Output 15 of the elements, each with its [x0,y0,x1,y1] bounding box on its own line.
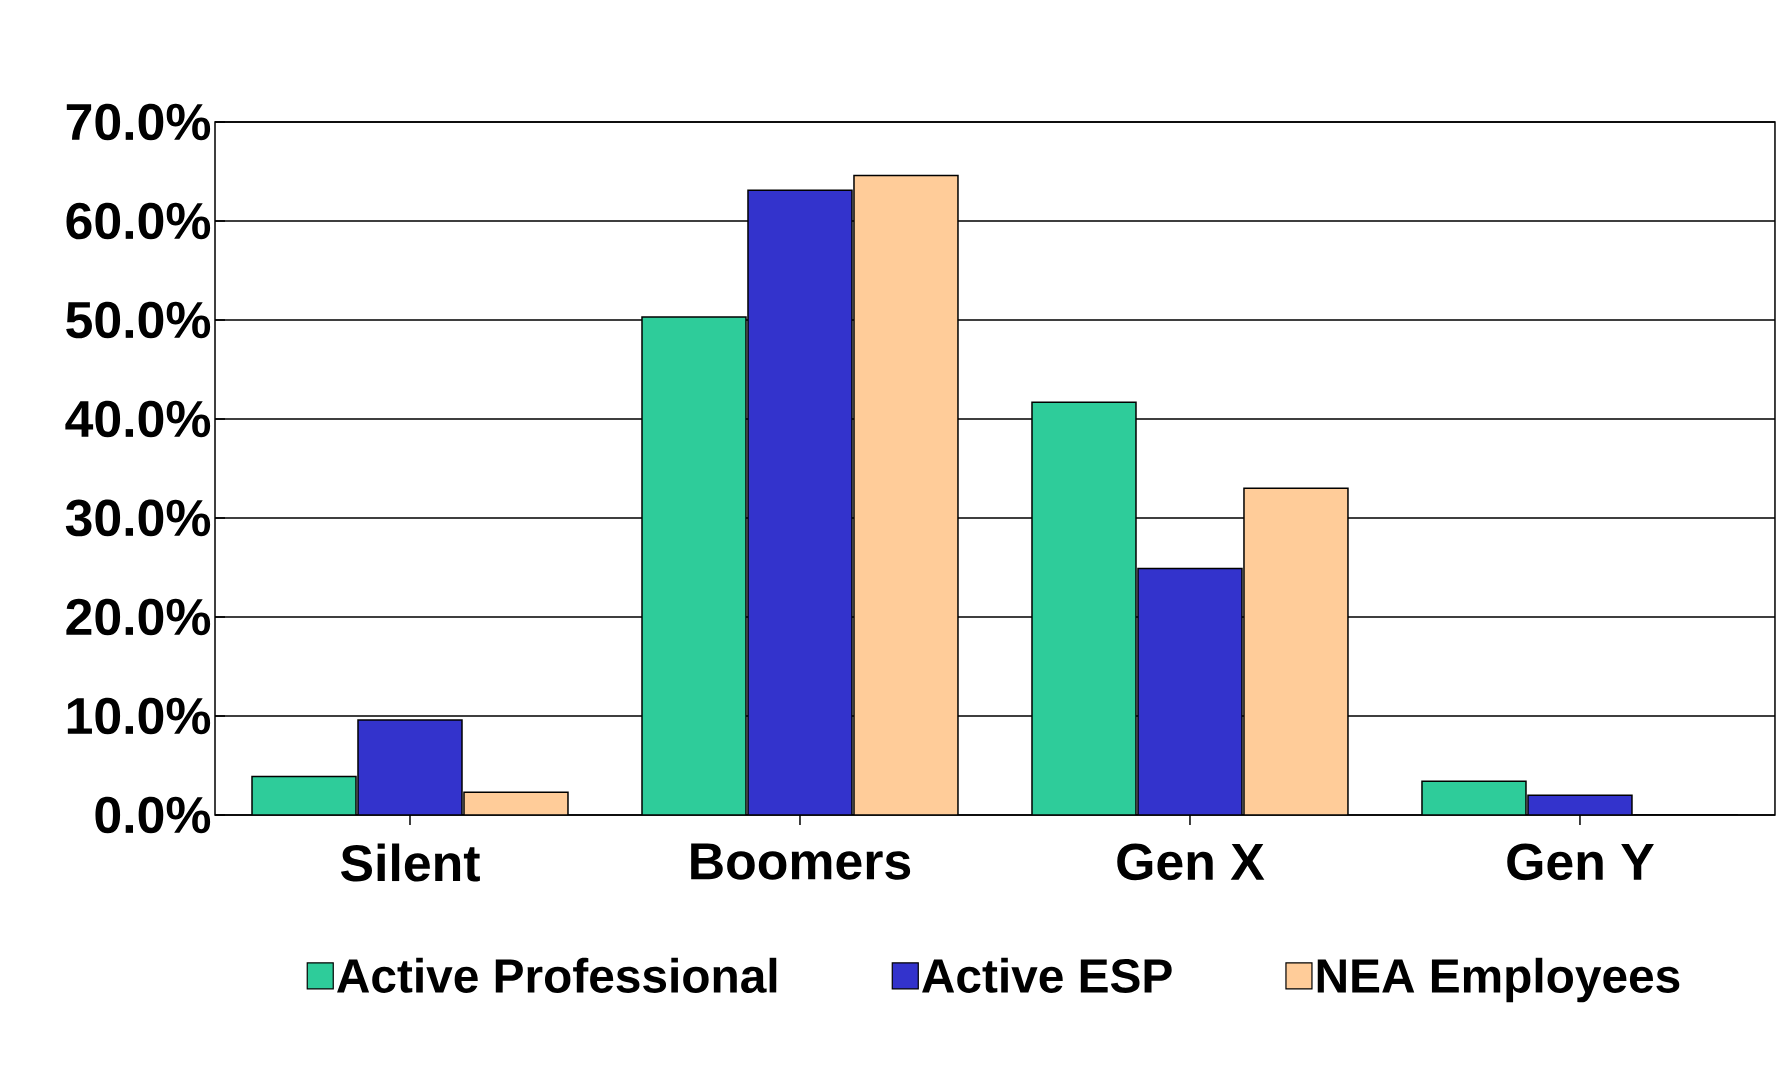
y-tick-label: 30.0% [65,499,211,537]
y-tick-label: 0.0% [95,796,211,834]
x-tick-label: Boomers [691,843,911,880]
y-tick-label: 40.0% [65,400,211,438]
y-tick-label: 50.0% [66,301,211,339]
y-tick-label: 10.0% [67,697,211,735]
y-tick-label: 60.0% [66,202,211,240]
legend-label: Active Professional [337,957,777,993]
legend-label: NEA Employees [1317,957,1680,1003]
x-tick-label: Gen X [1117,843,1265,881]
y-tick-label: 70.0% [66,103,211,141]
y-tick-label: 20.0% [66,598,211,636]
x-tick-label: Silent [340,843,480,882]
x-tick-label: Gen Y [1507,843,1654,881]
legend-label: Active ESP [922,957,1172,993]
